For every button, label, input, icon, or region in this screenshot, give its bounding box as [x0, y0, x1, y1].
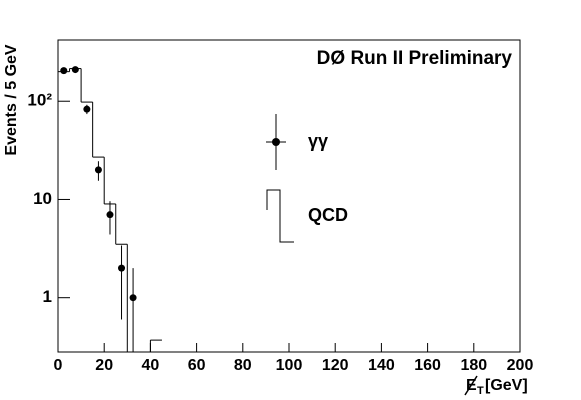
x-label-subscript: T: [477, 385, 484, 397]
y-tick-label: 10: [33, 189, 52, 208]
y-tick-label: 10²: [27, 91, 52, 110]
x-tick-label: 80: [234, 357, 252, 374]
x-label-unit: [GeV]: [485, 377, 528, 394]
data-point: [71, 66, 79, 74]
x-tick-label: 100: [276, 357, 303, 374]
chart-title: DØ Run II Preliminary: [317, 48, 513, 69]
x-axis-label: E T [GeV]: [464, 375, 528, 397]
data-point: [129, 294, 137, 302]
x-tick-label: 0: [54, 357, 63, 374]
x-tick-label: 140: [368, 357, 395, 374]
y-axis-label: Events / 5 GeV: [3, 44, 20, 155]
data-point: [106, 211, 114, 219]
x-tick-label: 160: [414, 357, 441, 374]
legend-label: QCD: [308, 205, 348, 225]
data-point: [94, 166, 102, 174]
data-point: [60, 67, 68, 75]
data-point: [83, 105, 91, 113]
x-tick-label: 20: [95, 357, 113, 374]
x-tick-label: 60: [188, 357, 206, 374]
x-tick-label: 200: [507, 357, 534, 374]
legend-step: [266, 189, 294, 243]
slash: [464, 375, 478, 396]
y-tick-label: 1: [43, 287, 52, 306]
x-tick-label: 180: [460, 357, 487, 374]
x-tick-label: 40: [142, 357, 160, 374]
legend-label: γγ: [308, 131, 328, 151]
legend-marker: [272, 138, 280, 146]
x-tick-label: 120: [322, 357, 349, 374]
data-point: [118, 264, 126, 272]
plot-area: [58, 66, 162, 352]
